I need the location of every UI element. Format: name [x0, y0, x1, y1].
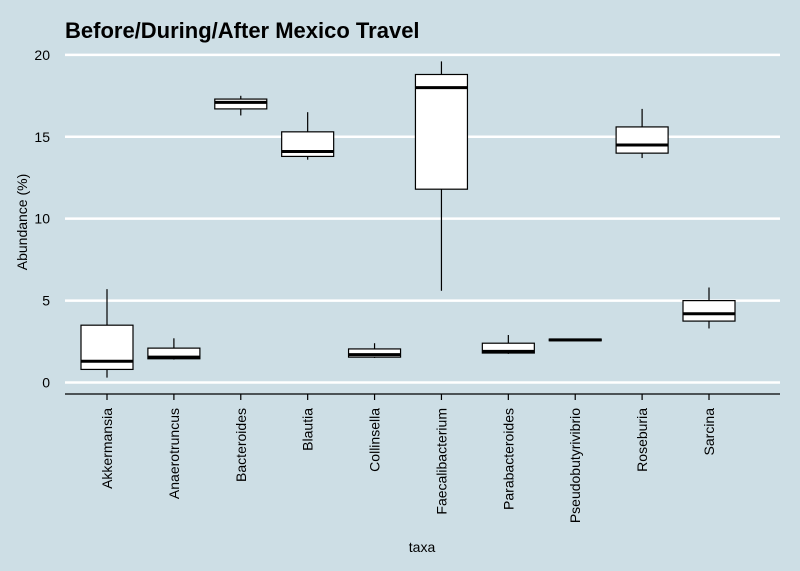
- box-pseudobutyrivibrio: [548, 338, 602, 342]
- box-roseburia: [615, 108, 669, 159]
- box-akkermansia: [80, 289, 134, 378]
- y-tick-label-5: 5: [42, 293, 50, 309]
- y-tick-label-15: 15: [34, 129, 50, 145]
- box-iqr: [147, 347, 201, 360]
- box-faecalibacterium: [414, 61, 469, 291]
- box-iqr: [347, 348, 402, 358]
- boxes: [80, 61, 736, 378]
- y-tick-label-10: 10: [34, 211, 50, 227]
- y-axis-ticks: 0 5 10 15 20: [34, 47, 50, 391]
- x-tick-label-collinsella: Collinsella: [367, 408, 383, 472]
- box-iqr: [214, 98, 268, 110]
- box-sarcina: [682, 287, 736, 329]
- x-axis-label: taxa: [409, 539, 436, 555]
- x-tick-label-faecalibacterium: Faecalibacterium: [433, 408, 449, 515]
- y-tick-label-0: 0: [42, 375, 50, 391]
- x-tick-label-parabacteroides: Parabacteroides: [500, 408, 516, 510]
- box-anaerotruncus: [147, 338, 201, 360]
- box-iqr: [414, 73, 469, 190]
- x-tick-label-bacteroides: Bacteroides: [233, 408, 249, 482]
- box-iqr: [80, 324, 134, 371]
- x-tick-label-pseudobutyrivibrio: Pseudobutyrivibrio: [567, 408, 583, 523]
- x-tick-label-roseburia: Roseburia: [634, 408, 650, 472]
- x-tick-label-akkermansia: Akkermansia: [99, 408, 115, 489]
- x-tick-label-blautia: Blautia: [300, 408, 316, 451]
- box-iqr: [682, 300, 736, 322]
- x-tick-label-sarcina: Sarcina: [701, 408, 717, 456]
- box-iqr: [481, 342, 535, 354]
- y-tick-label-20: 20: [34, 47, 50, 63]
- box-parabacteroides: [481, 335, 535, 354]
- box-blautia: [281, 112, 335, 160]
- chart-title: Before/During/After Mexico Travel: [65, 18, 420, 43]
- box-iqr: [615, 126, 669, 154]
- x-axis-ticks: Akkermansia Anaerotruncus Bacteroides Blaut…: [99, 394, 717, 523]
- y-axis-label: Abundance (%): [14, 174, 30, 271]
- x-tick-label-anaerotruncus: Anaerotruncus: [166, 408, 182, 499]
- box-collinsella: [347, 343, 402, 358]
- box-bacteroides: [214, 95, 268, 116]
